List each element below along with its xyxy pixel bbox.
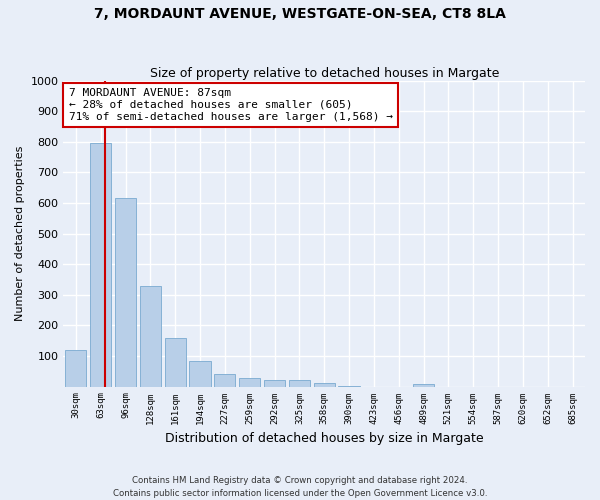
Bar <box>190 362 211 386</box>
Bar <box>115 198 136 386</box>
X-axis label: Distribution of detached houses by size in Margate: Distribution of detached houses by size … <box>165 432 484 445</box>
Text: Contains HM Land Registry data © Crown copyright and database right 2024.
Contai: Contains HM Land Registry data © Crown c… <box>113 476 487 498</box>
Bar <box>289 380 310 386</box>
Bar <box>90 144 111 386</box>
Y-axis label: Number of detached properties: Number of detached properties <box>15 146 25 322</box>
Bar <box>140 286 161 386</box>
Bar <box>239 378 260 386</box>
Text: 7 MORDAUNT AVENUE: 87sqm
← 28% of detached houses are smaller (605)
71% of semi-: 7 MORDAUNT AVENUE: 87sqm ← 28% of detach… <box>68 88 392 122</box>
Text: 7, MORDAUNT AVENUE, WESTGATE-ON-SEA, CT8 8LA: 7, MORDAUNT AVENUE, WESTGATE-ON-SEA, CT8… <box>94 8 506 22</box>
Bar <box>65 350 86 387</box>
Bar <box>264 380 285 386</box>
Title: Size of property relative to detached houses in Margate: Size of property relative to detached ho… <box>149 66 499 80</box>
Bar <box>314 382 335 386</box>
Bar <box>413 384 434 386</box>
Bar <box>164 338 186 386</box>
Bar <box>214 374 235 386</box>
